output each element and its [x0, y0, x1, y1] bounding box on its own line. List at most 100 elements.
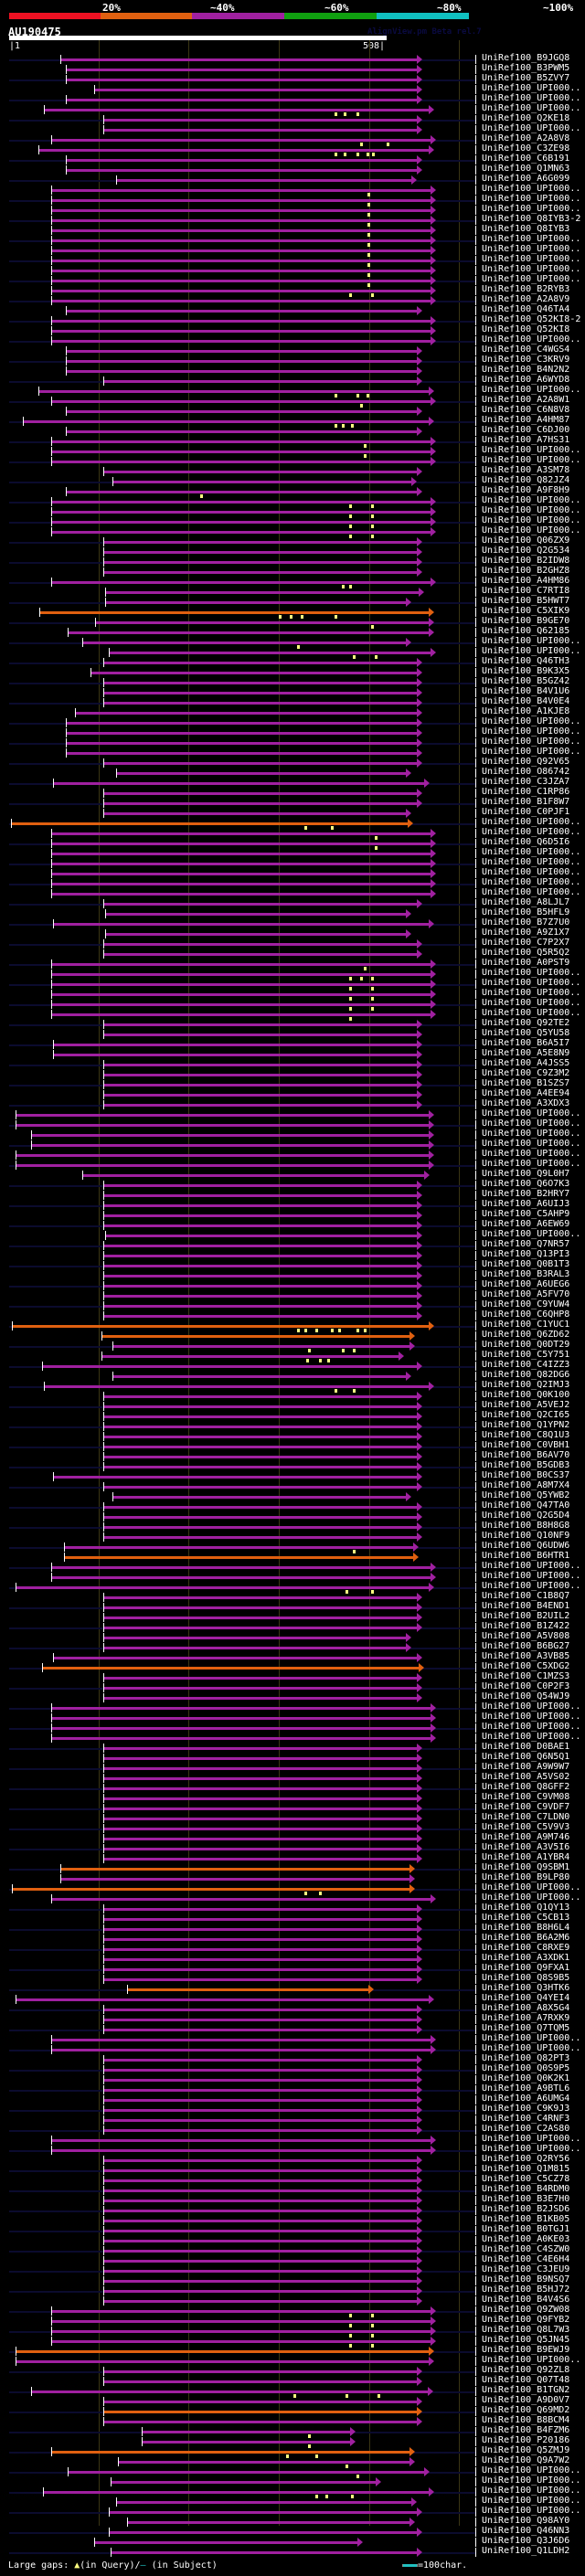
alignment-bar[interactable] — [103, 1838, 418, 1840]
hit-label[interactable]: UniRef100_UPI000.. — [482, 827, 581, 837]
alignment-bar[interactable] — [44, 1385, 430, 1388]
alignment-bar[interactable] — [82, 641, 406, 644]
hit-row[interactable]: UniRef100_UPI000.. — [0, 847, 585, 859]
hit-label[interactable]: UniRef100_Q0K2K1 — [482, 2073, 570, 2083]
alignment-bar[interactable] — [103, 1466, 418, 1468]
alignment-bar[interactable] — [51, 320, 431, 323]
hit-label[interactable]: UniRef100_Q9ZW08 — [482, 2305, 570, 2315]
hit-row[interactable]: UniRef100_B9LP80 — [0, 1872, 585, 1884]
hit-label[interactable]: UniRef100_C9Z3M2 — [482, 1068, 570, 1078]
alignment-bar[interactable] — [52, 1054, 418, 1056]
hit-label[interactable]: UniRef100_C2AS80 — [482, 2124, 570, 2134]
alignment-bar[interactable] — [68, 631, 430, 634]
hit-label[interactable]: UniRef100_Q46TA4 — [482, 304, 570, 314]
hit-label[interactable]: UniRef100_A6UIJ3 — [482, 1199, 570, 1209]
alignment-bar[interactable] — [103, 1084, 418, 1087]
hit-row[interactable]: UniRef100_Q8S9B5 — [0, 1973, 585, 1985]
alignment-bar[interactable] — [103, 1214, 418, 1217]
alignment-bar[interactable] — [68, 2471, 425, 2474]
hit-row[interactable]: UniRef100_A3VB85 — [0, 1651, 585, 1663]
hit-label[interactable]: UniRef100_A5VEJ2 — [482, 1400, 570, 1410]
hit-label[interactable]: UniRef100_B3E7H0 — [482, 2194, 570, 2204]
alignment-bar[interactable] — [103, 2059, 418, 2062]
hit-row[interactable]: UniRef100_C5XIK9 — [0, 606, 585, 619]
alignment-bar[interactable] — [103, 1456, 418, 1458]
hit-row[interactable]: UniRef100_A9W9W7 — [0, 1762, 585, 1774]
alignment-bar[interactable] — [103, 1094, 418, 1097]
alignment-bar[interactable] — [104, 591, 419, 594]
hit-label[interactable]: UniRef100_B3PWM5 — [482, 63, 570, 73]
hit-row[interactable]: UniRef100_C9VDF7 — [0, 1802, 585, 1814]
hit-label[interactable]: UniRef100_A5E8N9 — [482, 1048, 570, 1058]
hit-row[interactable]: UniRef100_C1YUC1 — [0, 1320, 585, 1332]
hit-label[interactable]: UniRef100_C5XDG2 — [482, 1661, 570, 1671]
hit-row[interactable]: UniRef100_UPI000.. — [0, 1581, 585, 1594]
hit-label[interactable]: UniRef100_A4JSS5 — [482, 1058, 570, 1068]
hit-label[interactable]: UniRef100_B9K3X5 — [482, 666, 570, 676]
hit-row[interactable]: UniRef100_C4SZW0 — [0, 2244, 585, 2256]
hit-row[interactable]: UniRef100_UPI000.. — [0, 1159, 585, 1171]
hit-row[interactable]: UniRef100_B8H8G8 — [0, 1521, 585, 1532]
alignment-bar[interactable] — [65, 722, 418, 725]
hit-label[interactable]: UniRef100_B1Z422 — [482, 1621, 570, 1631]
hit-label[interactable]: UniRef100_UPI000.. — [482, 2355, 581, 2365]
alignment-bar[interactable] — [16, 1164, 430, 1167]
hit-label[interactable]: UniRef100_UPI000.. — [482, 988, 581, 998]
alignment-bar[interactable] — [103, 1948, 418, 1951]
hit-row[interactable]: UniRef100_B4V1U6 — [0, 686, 585, 698]
hit-row[interactable]: UniRef100_UPI000.. — [0, 194, 585, 207]
hit-label[interactable]: UniRef100_Q92V65 — [482, 757, 570, 767]
hit-label[interactable]: UniRef100_Q1MN63 — [482, 164, 570, 174]
alignment-bar[interactable] — [65, 742, 418, 745]
hit-label[interactable]: UniRef100_A9W9W7 — [482, 1762, 570, 1772]
hit-label[interactable]: UniRef100_Q54WJ9 — [482, 1691, 570, 1701]
hit-row[interactable]: UniRef100_A2A8V9 — [0, 294, 585, 306]
alignment-bar[interactable] — [103, 2401, 418, 2403]
hit-label[interactable]: UniRef100_Q9FYB2 — [482, 2315, 570, 2325]
hit-row[interactable]: UniRef100_Q9ZW08 — [0, 2305, 585, 2317]
hit-row[interactable]: UniRef100_B6A2M6 — [0, 1933, 585, 1945]
hit-row[interactable]: UniRef100_C8RXE9 — [0, 1943, 585, 1955]
hit-label[interactable]: UniRef100_A9M746 — [482, 1832, 570, 1842]
hit-row[interactable]: UniRef100_Q8GFF2 — [0, 1782, 585, 1794]
hit-row[interactable]: UniRef100_B9NSQ7 — [0, 2274, 585, 2286]
hit-row[interactable]: UniRef100_C2AS80 — [0, 2124, 585, 2136]
alignment-bar[interactable] — [12, 1325, 430, 1328]
alignment-bar[interactable] — [127, 1988, 369, 1991]
hit-row[interactable]: UniRef100_B1F8W7 — [0, 797, 585, 809]
hit-row[interactable]: UniRef100_A9F8H9 — [0, 485, 585, 498]
alignment-bar[interactable] — [103, 2380, 418, 2383]
hit-row[interactable]: UniRef100_B5GZ42 — [0, 676, 585, 688]
alignment-bar[interactable] — [103, 1697, 418, 1700]
alignment-bar[interactable] — [51, 1003, 431, 1006]
hit-label[interactable]: UniRef100_UPI000.. — [482, 274, 581, 284]
hit-label[interactable]: UniRef100_A5VS02 — [482, 1772, 570, 1782]
hit-row[interactable]: UniRef100_Q4YEI4 — [0, 1993, 585, 2005]
hit-row[interactable]: UniRef100_B8H6L4 — [0, 1923, 585, 1935]
hit-row[interactable]: UniRef100_UPI000.. — [0, 857, 585, 869]
alignment-bar[interactable] — [112, 1496, 406, 1499]
hit-label[interactable]: UniRef100_Q47TA0 — [482, 1500, 570, 1511]
hit-row[interactable]: UniRef100_A9BTL6 — [0, 2083, 585, 2095]
hit-label[interactable]: UniRef100_B9GE70 — [482, 616, 570, 626]
hit-label[interactable]: UniRef100_UPI000.. — [482, 1882, 581, 1892]
hit-row[interactable]: UniRef100_Q0K100 — [0, 1390, 585, 1402]
hit-label[interactable]: UniRef100_A3V5I6 — [482, 1842, 570, 1852]
alignment-bar[interactable] — [51, 853, 431, 855]
alignment-bar[interactable] — [103, 1255, 418, 1257]
hit-row[interactable]: UniRef100_UPI000.. — [0, 646, 585, 659]
hit-label[interactable]: UniRef100_Q69MD2 — [482, 2405, 570, 2415]
hit-row[interactable]: UniRef100_A6EW69 — [0, 1219, 585, 1231]
hit-label[interactable]: UniRef100_UPI000.. — [482, 998, 581, 1008]
alignment-bar[interactable] — [142, 2441, 350, 2443]
alignment-bar[interactable] — [51, 209, 431, 212]
hit-row[interactable]: UniRef100_Q69MD2 — [0, 2405, 585, 2417]
hit-label[interactable]: UniRef100_C1B8Q7 — [482, 1591, 570, 1601]
alignment-bar[interactable] — [52, 1044, 418, 1046]
hit-row[interactable]: UniRef100_UPI000.. — [0, 93, 585, 105]
hit-label[interactable]: UniRef100_UPI000.. — [482, 646, 581, 656]
hit-row[interactable]: UniRef100_Q3J6D6 — [0, 2536, 585, 2548]
hit-label[interactable]: UniRef100_B0TGJ1 — [482, 2224, 570, 2234]
alignment-bar[interactable] — [103, 2159, 418, 2162]
hit-label[interactable]: UniRef100_C7RTI8 — [482, 586, 570, 596]
